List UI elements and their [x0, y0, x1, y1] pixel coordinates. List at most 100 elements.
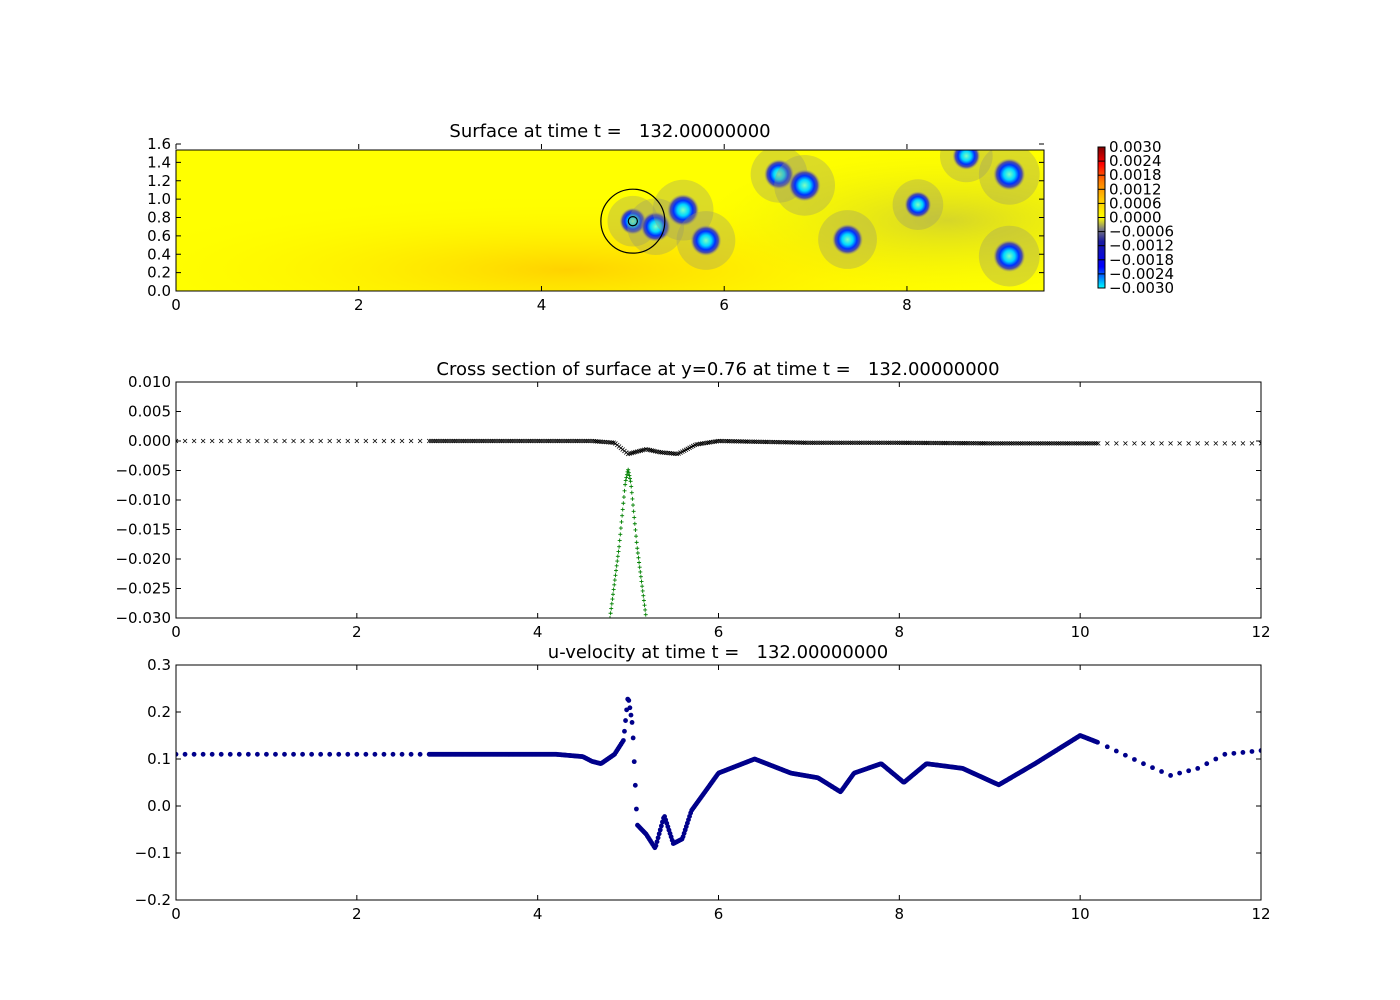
cross-marker	[1016, 441, 1021, 446]
cross-marker	[801, 440, 806, 445]
plus-marker	[634, 540, 639, 545]
cross-marker	[884, 440, 889, 446]
velocity-point	[1132, 757, 1137, 762]
cross-section-xtick-label: 8	[895, 623, 905, 641]
plus-marker	[640, 588, 645, 593]
cross-marker	[363, 438, 369, 444]
cross-marker	[804, 440, 810, 446]
colorbar-tick-label: 0.0006	[1109, 194, 1162, 212]
surface-xtick-label: 2	[354, 296, 364, 314]
cross-marker	[1005, 441, 1011, 446]
cross-marker	[734, 439, 739, 444]
plus-marker	[639, 579, 644, 584]
cross-marker	[430, 438, 436, 444]
plus-marker	[633, 527, 638, 532]
cross-marker	[461, 438, 466, 444]
velocity-point	[620, 738, 626, 743]
cross-marker	[602, 439, 607, 445]
cross-marker	[891, 440, 897, 446]
cross-marker	[851, 440, 857, 446]
cross-marker	[998, 441, 1003, 446]
cross-marker	[573, 438, 578, 444]
plus-marker	[627, 476, 632, 481]
cross-marker	[1063, 441, 1068, 446]
cross-marker	[1003, 441, 1009, 446]
u-velocity-ytick-label: 0.0	[147, 797, 171, 815]
cross-marker	[1052, 441, 1058, 446]
cross-marker	[354, 438, 360, 444]
cross-marker	[1231, 441, 1237, 446]
plus-marker	[614, 568, 619, 573]
cross-marker	[793, 440, 799, 445]
cross-marker	[237, 438, 242, 444]
cross-marker	[504, 438, 510, 444]
velocity-point	[655, 835, 661, 841]
cross-marker	[996, 441, 1002, 446]
cross-marker	[564, 438, 569, 444]
cross-marker	[985, 441, 991, 446]
cross-marker	[264, 438, 269, 444]
velocity-point	[1168, 773, 1173, 778]
cross-marker	[497, 438, 502, 444]
cross-marker	[656, 449, 662, 455]
cross-marker	[982, 441, 987, 446]
plus-marker	[626, 467, 631, 472]
cross-marker	[1072, 441, 1078, 446]
cross-marker	[571, 438, 577, 444]
depression-blob	[993, 158, 1026, 191]
cross-marker	[526, 438, 531, 444]
cross-marker	[1195, 441, 1200, 446]
cross-section-marks	[176, 438, 1261, 618]
cross-marker	[839, 440, 844, 446]
velocity-point	[656, 831, 662, 837]
plus-marker	[611, 587, 616, 592]
cross-marker	[927, 440, 933, 446]
cross-marker	[698, 441, 703, 447]
cross-marker	[511, 438, 517, 444]
cross-marker	[953, 440, 958, 446]
depression-blob	[788, 169, 821, 202]
cross-marker	[470, 438, 475, 444]
cross-marker	[737, 439, 743, 444]
cross-marker	[902, 440, 908, 446]
velocity-point	[623, 718, 628, 723]
cross-marker	[936, 440, 942, 446]
plus-marker	[623, 478, 628, 483]
cross-marker	[1001, 441, 1007, 446]
cross-marker	[567, 438, 573, 444]
cross-marker	[345, 438, 351, 444]
cross-marker	[951, 440, 956, 446]
cross-marker	[897, 440, 902, 446]
cross-marker	[1240, 441, 1246, 446]
cross-marker	[904, 440, 909, 446]
velocity-point	[218, 751, 224, 757]
cross-marker	[209, 438, 215, 444]
velocity-point	[227, 751, 233, 757]
velocity-point	[309, 751, 315, 757]
cross-marker	[529, 438, 535, 444]
plus-marker	[636, 555, 641, 560]
cross-marker	[479, 438, 484, 444]
cross-marker	[846, 440, 851, 446]
cross-section-ytick-label: −0.030	[115, 609, 171, 627]
cross-marker	[437, 438, 443, 444]
plus-marker	[630, 496, 635, 501]
cross-marker	[441, 438, 446, 444]
cross-marker	[973, 440, 978, 446]
cross-marker	[499, 438, 504, 444]
cross-marker	[922, 440, 927, 446]
plus-marker	[632, 521, 637, 526]
velocity-point	[245, 751, 251, 757]
surface-title: Surface at time t = 132.00000000	[449, 121, 770, 142]
cross-marker	[931, 440, 936, 446]
surface-heatmap-panel: Surface at time t = 132.00000000 0 2 4 6 8 0…	[147, 121, 1045, 314]
probe-circle-outer	[600, 188, 666, 254]
cross-marker	[1123, 441, 1128, 446]
cross-marker	[938, 440, 944, 446]
cross-marker	[869, 440, 875, 446]
cross-marker	[743, 439, 748, 444]
cross-marker	[774, 439, 779, 445]
cross-marker	[473, 438, 479, 444]
cross-marker	[942, 440, 947, 446]
cross-marker	[475, 438, 481, 444]
